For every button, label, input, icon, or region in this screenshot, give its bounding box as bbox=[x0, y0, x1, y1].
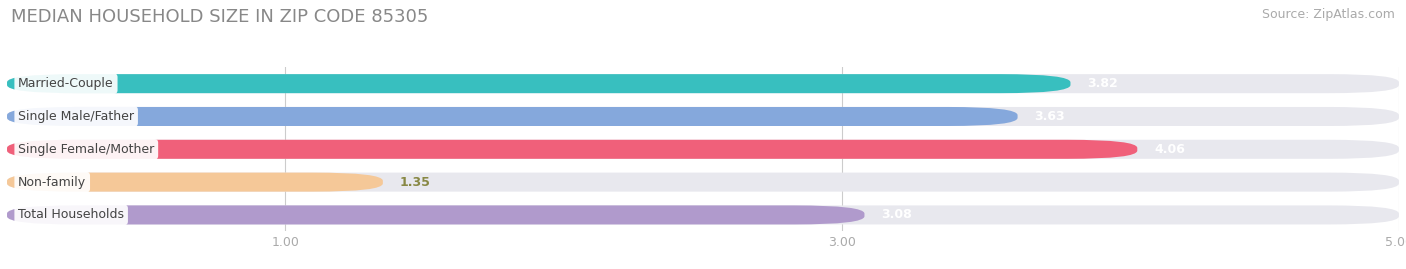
Text: 3.82: 3.82 bbox=[1087, 77, 1118, 90]
FancyBboxPatch shape bbox=[7, 173, 1399, 192]
Text: 3.08: 3.08 bbox=[882, 208, 912, 221]
FancyBboxPatch shape bbox=[7, 140, 1137, 159]
Text: 4.06: 4.06 bbox=[1154, 143, 1185, 156]
Text: Single Male/Father: Single Male/Father bbox=[18, 110, 134, 123]
Text: Single Female/Mother: Single Female/Mother bbox=[18, 143, 155, 156]
FancyBboxPatch shape bbox=[7, 107, 1018, 126]
FancyBboxPatch shape bbox=[7, 206, 1399, 224]
FancyBboxPatch shape bbox=[7, 206, 865, 224]
Text: 3.63: 3.63 bbox=[1035, 110, 1064, 123]
Text: MEDIAN HOUSEHOLD SIZE IN ZIP CODE 85305: MEDIAN HOUSEHOLD SIZE IN ZIP CODE 85305 bbox=[11, 8, 429, 26]
Text: 1.35: 1.35 bbox=[399, 176, 430, 189]
Text: Source: ZipAtlas.com: Source: ZipAtlas.com bbox=[1261, 8, 1395, 21]
FancyBboxPatch shape bbox=[7, 107, 1399, 126]
Text: Married-Couple: Married-Couple bbox=[18, 77, 114, 90]
FancyBboxPatch shape bbox=[7, 74, 1399, 93]
Text: Non-family: Non-family bbox=[18, 176, 86, 189]
FancyBboxPatch shape bbox=[7, 74, 1070, 93]
Text: Total Households: Total Households bbox=[18, 208, 124, 221]
FancyBboxPatch shape bbox=[7, 140, 1399, 159]
FancyBboxPatch shape bbox=[7, 173, 382, 192]
